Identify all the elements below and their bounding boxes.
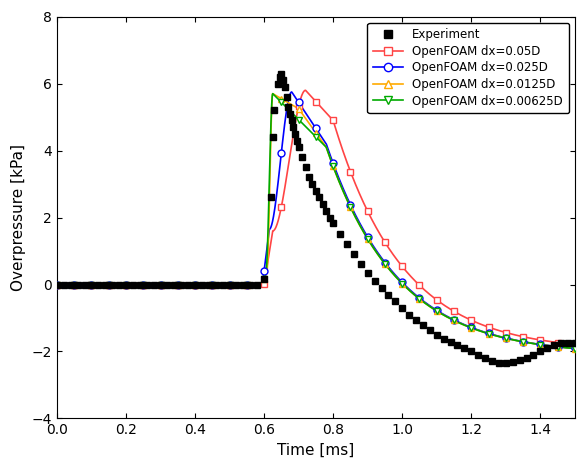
X-axis label: Time [ms]: Time [ms] — [277, 443, 355, 458]
Y-axis label: Overpressure [kPa]: Overpressure [kPa] — [11, 144, 26, 291]
Legend: Experiment, OpenFOAM dx=0.05D, OpenFOAM dx=0.025D, OpenFOAM dx=0.0125D, OpenFOAM: Experiment, OpenFOAM dx=0.05D, OpenFOAM … — [367, 23, 569, 113]
